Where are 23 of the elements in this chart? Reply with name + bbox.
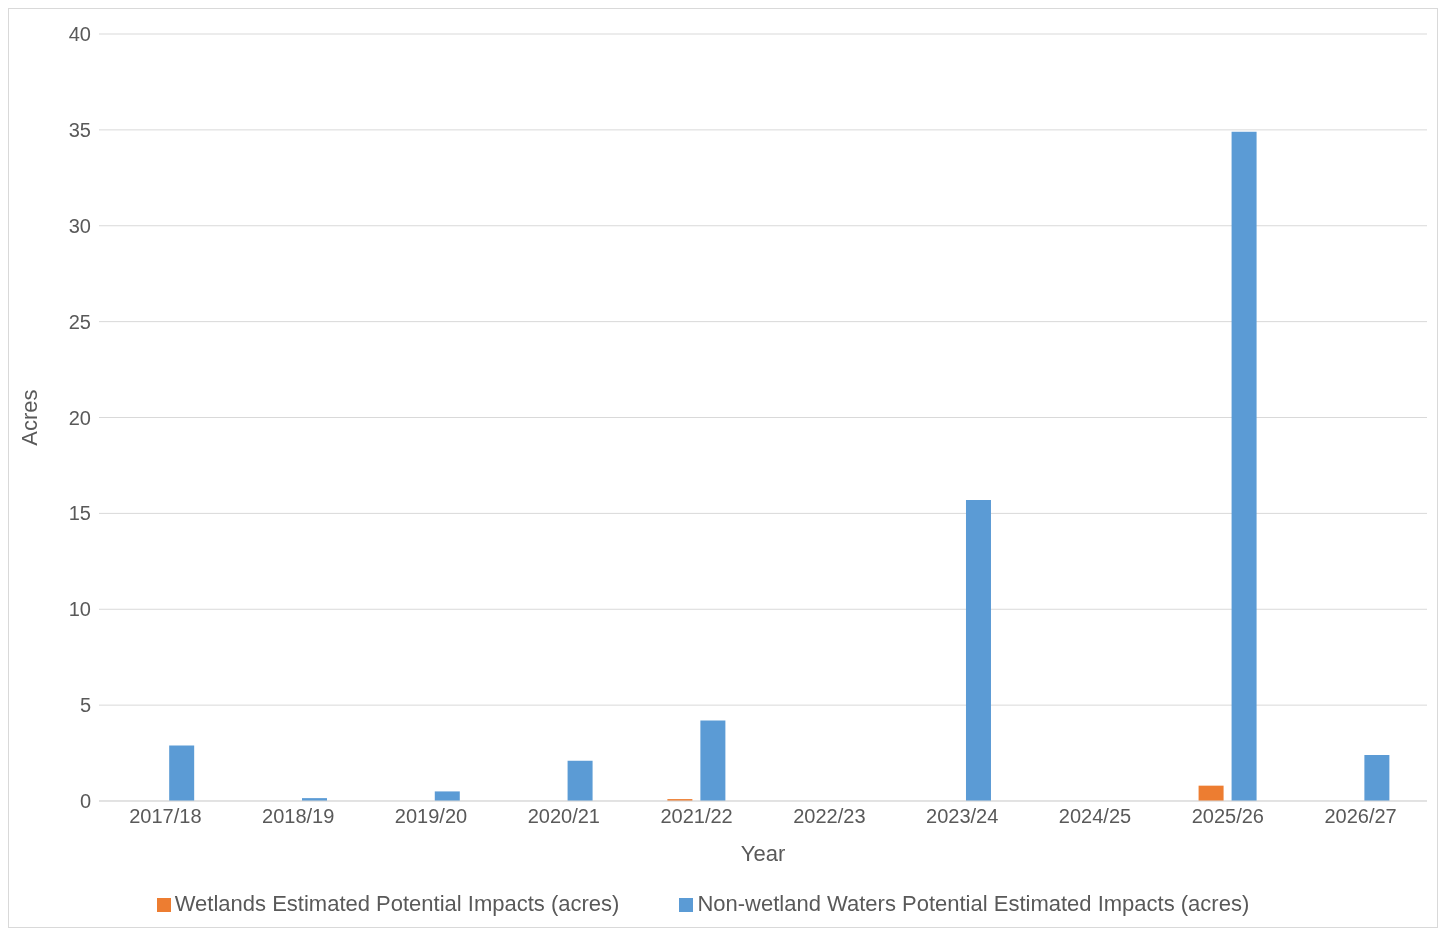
y-tick-label: 20 — [68, 406, 91, 429]
x-tick-label: 2024/25 — [1058, 805, 1132, 828]
x-tick-label: 2017/18 — [129, 805, 202, 828]
y-tick-label: 40 — [68, 23, 91, 46]
x-axis-title: Year — [740, 841, 786, 866]
legend-label: Non-wetland Waters Potential Estimated Impacts (acres) — [697, 891, 1250, 916]
x-tick-label: 2022/23 — [793, 805, 866, 828]
y-tick-label: 25 — [68, 310, 91, 333]
x-tick-label: 2020/21 — [527, 805, 600, 828]
x-tick-label: 2023/24 — [926, 805, 999, 828]
y-tick-label: 5 — [79, 694, 91, 717]
x-tick-label: 2018/19 — [262, 805, 335, 828]
y-tick-label: 10 — [68, 598, 91, 621]
y-axis-title: Acres — [16, 389, 42, 446]
x-tick-label: 2025/26 — [1191, 805, 1264, 828]
legend-label: Wetlands Estimated Potential Impacts (acres) — [174, 891, 620, 916]
y-tick-label: 35 — [68, 118, 91, 141]
x-tick-label: 2021/22 — [660, 805, 733, 828]
x-tick-label: 2026/27 — [1324, 805, 1397, 828]
y-tick-label: 30 — [68, 214, 91, 237]
x-tick-label: 2019/20 — [394, 805, 468, 828]
y-tick-label: 0 — [79, 790, 91, 813]
y-tick-label: 15 — [68, 502, 91, 525]
